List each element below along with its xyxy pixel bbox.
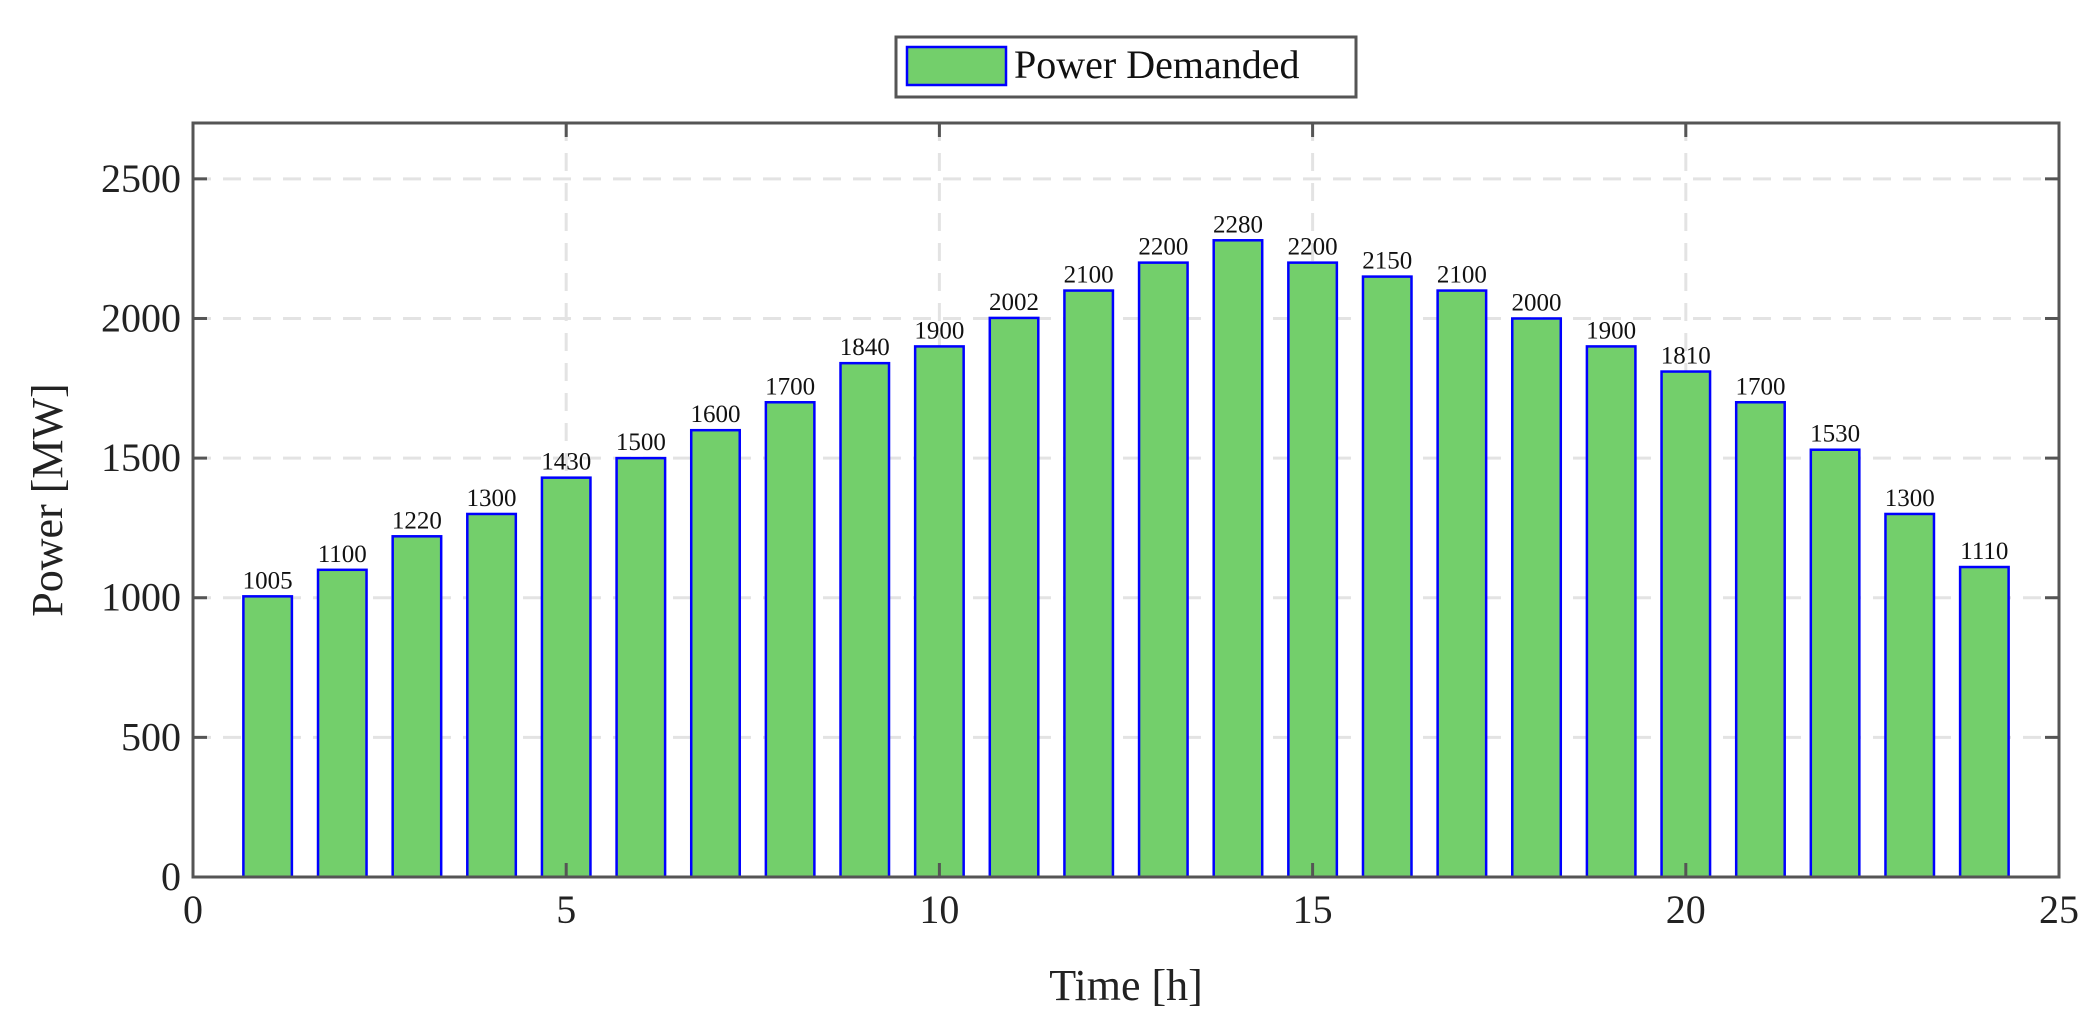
bar-value-label: 2000: [1512, 289, 1562, 316]
bar-value-label: 1810: [1661, 343, 1711, 370]
bar: [540, 476, 592, 879]
bar-value-label: 1900: [914, 317, 964, 344]
bar: [1287, 261, 1339, 879]
y-axis-label: Power [MW]: [23, 383, 72, 616]
x-tick-label: 5: [556, 887, 576, 932]
x-tick-label: 0: [183, 887, 203, 932]
bar: [466, 512, 518, 879]
bar: [615, 456, 667, 879]
bar-value-label: 1100: [318, 541, 367, 568]
bar-value-label: 2100: [1064, 262, 1114, 289]
legend-swatch: [905, 45, 1008, 87]
bar-value-label: 1220: [392, 507, 442, 534]
bar: [1436, 289, 1488, 879]
bar: [1809, 448, 1861, 879]
legend: Power Demanded: [894, 35, 1358, 99]
x-tick-label: 15: [1293, 887, 1333, 932]
bar-value-label: 2200: [1138, 234, 1188, 261]
bar: [1361, 275, 1413, 879]
bar: [913, 345, 965, 879]
bar-series-power-demanded: [242, 239, 2010, 879]
bar: [1585, 345, 1637, 879]
bar: [1958, 565, 2010, 879]
bar-value-label: 1500: [616, 429, 666, 456]
bar-value-label: 1005: [243, 567, 293, 594]
bar-value-label: 1300: [1885, 485, 1935, 512]
x-tick-label: 10: [919, 887, 959, 932]
bar-value-label: 1530: [1810, 421, 1860, 448]
bar: [1212, 239, 1264, 879]
bar: [316, 568, 368, 879]
bar: [1137, 261, 1189, 879]
axis-ticks: [193, 123, 2059, 877]
bar: [1660, 370, 1712, 879]
bar-value-label: 1110: [1960, 538, 2008, 565]
bar-value-label: 1430: [541, 449, 591, 476]
bar: [839, 361, 891, 879]
y-tick-label: 500: [121, 714, 181, 759]
bar-value-label: 2280: [1213, 211, 1263, 238]
bar-value-label: 2200: [1288, 234, 1338, 261]
bar-value-label: 1700: [1735, 373, 1785, 400]
y-tick-label: 1000: [101, 575, 181, 620]
bar: [242, 595, 294, 879]
bar: [988, 316, 1040, 879]
x-tick-label: 25: [2039, 887, 2079, 932]
bar: [1734, 401, 1786, 879]
x-axis-label: Time [h]: [1049, 961, 1203, 1010]
bar: [391, 535, 443, 879]
y-tick-label: 1500: [101, 435, 181, 480]
bar-value-label: 1300: [467, 485, 517, 512]
bar-value-label: 1840: [840, 334, 890, 361]
bar-value-label: 2100: [1437, 262, 1487, 289]
x-tick-labels: 0 5 10 15 20 25: [183, 887, 2079, 932]
bar: [689, 428, 741, 879]
y-tick-labels: 0 500 1000 1500 2000 2500: [101, 156, 181, 899]
bar: [1884, 512, 1936, 879]
y-tick-label: 2000: [101, 295, 181, 340]
axes-box: [191, 121, 2061, 879]
bar: [1511, 317, 1563, 879]
bar: [764, 401, 816, 879]
bar-value-label: 2150: [1362, 248, 1412, 275]
bar-value-label: 2002: [989, 289, 1039, 316]
data-labels: 1005 1100 1220 1300 1430 1500 1600 1700 1840 1900…: [243, 211, 2009, 594]
x-tick-label: 20: [1666, 887, 1706, 932]
bar-value-label: 1700: [765, 373, 815, 400]
y-tick-label: 0: [161, 854, 181, 899]
bar-value-label: 1900: [1586, 317, 1636, 344]
bar-value-label: 1600: [690, 401, 740, 428]
bar: [1063, 289, 1115, 879]
y-tick-label: 2500: [101, 156, 181, 201]
legend-label: Power Demanded: [1014, 42, 1299, 87]
